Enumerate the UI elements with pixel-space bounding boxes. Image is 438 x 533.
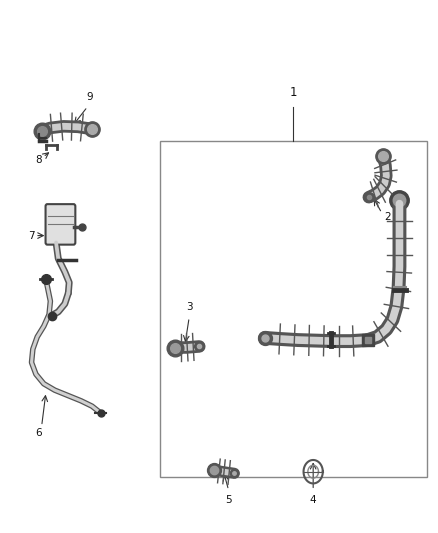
Text: 5: 5 xyxy=(225,495,232,505)
FancyBboxPatch shape xyxy=(46,204,75,245)
Text: 2: 2 xyxy=(385,213,391,222)
Text: 8: 8 xyxy=(35,155,42,165)
Text: 3: 3 xyxy=(186,302,193,312)
Text: 4: 4 xyxy=(310,495,317,505)
Text: 6: 6 xyxy=(35,428,42,438)
Text: 7: 7 xyxy=(28,231,35,240)
Text: 9: 9 xyxy=(86,92,93,102)
Bar xyxy=(160,141,427,477)
Text: 1: 1 xyxy=(290,86,297,99)
